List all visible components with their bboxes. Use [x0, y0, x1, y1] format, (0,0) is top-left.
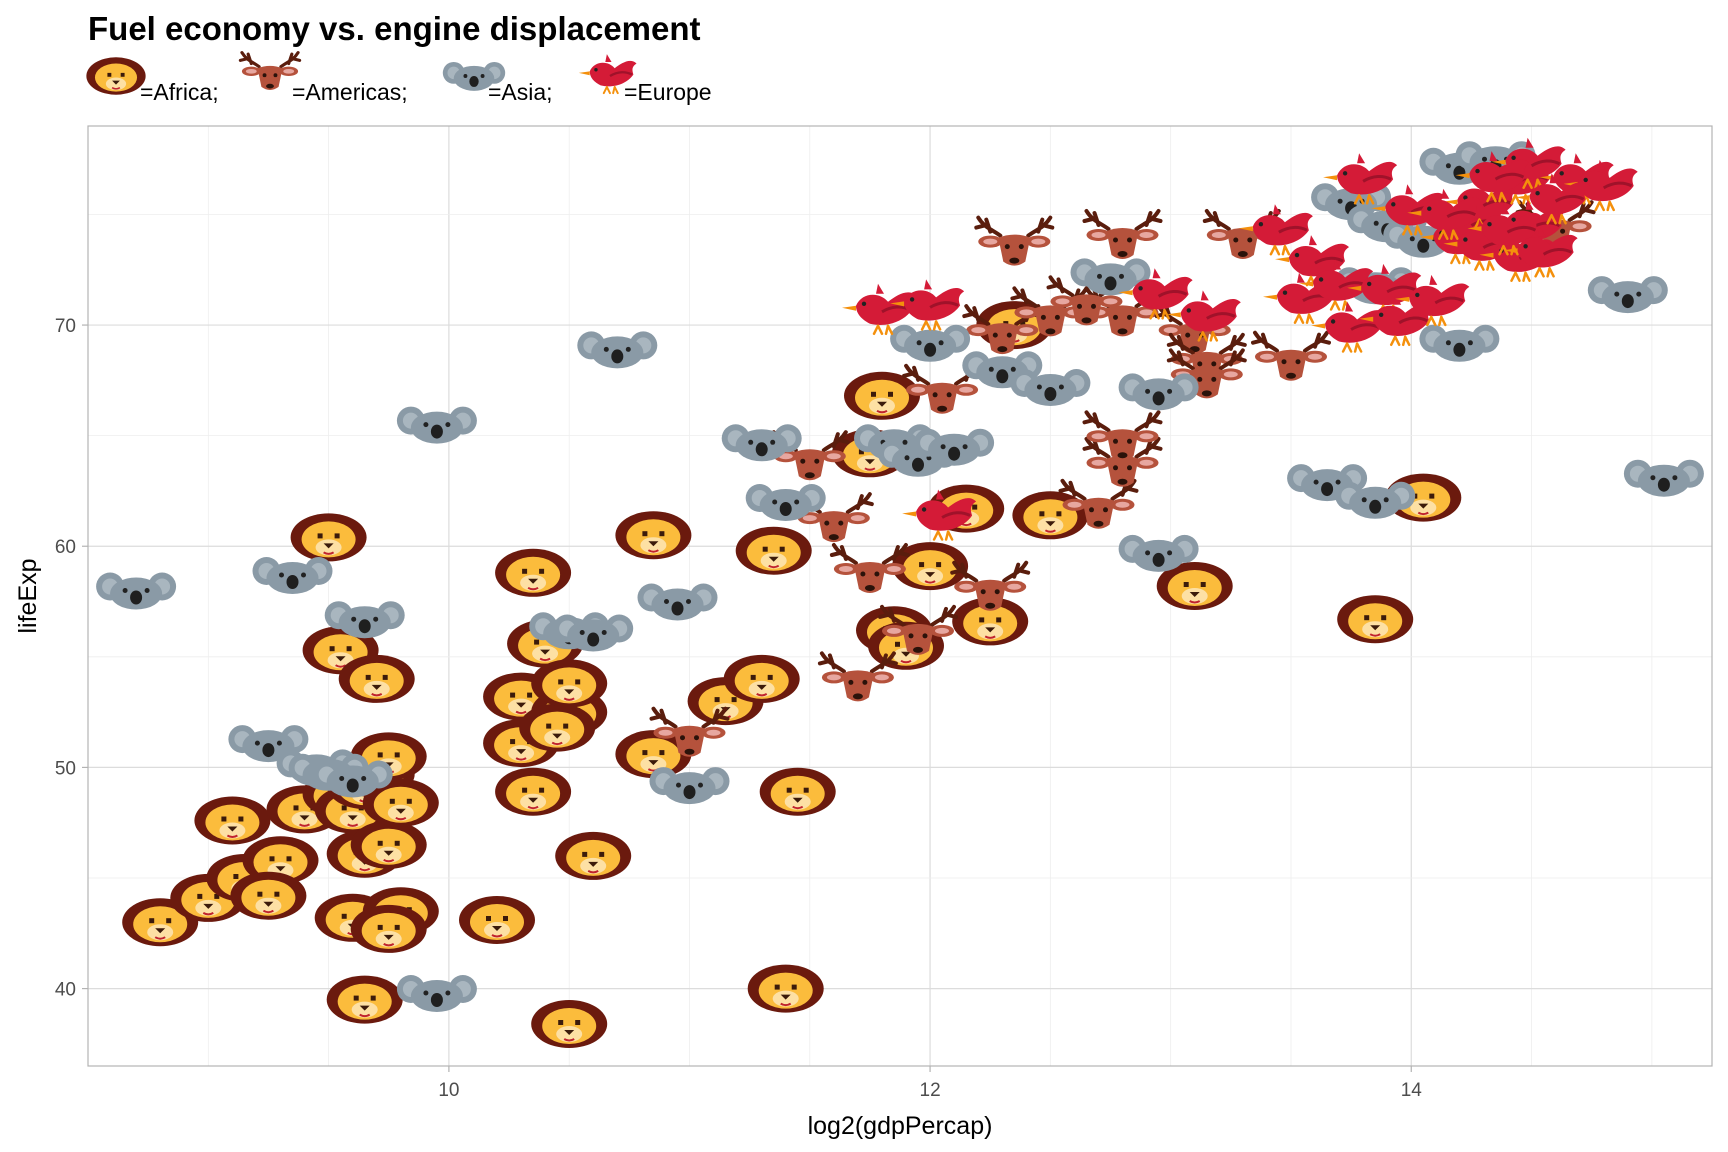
lion-icon — [85, 56, 147, 96]
y-tick-label: 70 — [55, 316, 76, 337]
data-point-koala — [1623, 459, 1704, 497]
x-tick-label: 14 — [1401, 1080, 1423, 1101]
data-point-lion — [1011, 490, 1090, 541]
legend-label: =Africa; — [140, 79, 219, 105]
data-point-koala — [577, 331, 658, 369]
data-point-deer — [829, 543, 910, 595]
x-axis: 10 12 14 — [438, 1066, 1422, 1101]
legend-label: =Europe — [624, 79, 712, 105]
data-point-lion — [337, 653, 416, 704]
data-point-koala — [637, 583, 718, 621]
data-point-deer — [1082, 410, 1163, 463]
data-point-deer — [974, 215, 1055, 268]
data-point-deer — [1082, 209, 1163, 261]
data-point-koala — [1118, 373, 1199, 411]
data-point-lion — [530, 658, 609, 709]
data-point-koala — [1419, 324, 1500, 362]
x-tick-label: 10 — [438, 1080, 459, 1101]
data-point-deer — [950, 560, 1031, 613]
data-point-lion — [843, 370, 921, 421]
data-point-lion — [193, 795, 272, 846]
data-point-lion — [494, 547, 573, 598]
data-point-lion — [494, 766, 573, 817]
y-tick-label: 50 — [55, 758, 76, 779]
data-point-koala — [1010, 369, 1091, 406]
legend: =Africa; =Americas; =Asia; =Europe — [85, 51, 712, 105]
data-point-koala — [1587, 276, 1668, 314]
legend-label: =Americas; — [292, 79, 408, 105]
data-point-lion — [746, 963, 825, 1014]
data-point-deer — [817, 651, 898, 704]
data-point-lion — [614, 510, 693, 561]
data-point-lion — [758, 766, 837, 817]
y-tick-label: 60 — [55, 537, 76, 558]
y-axis-title: lifeExp — [14, 558, 42, 633]
legend-item-africa: =Africa; — [85, 56, 219, 105]
data-point-koala — [396, 975, 477, 1012]
data-points — [96, 136, 1704, 1049]
data-point-lion — [518, 702, 597, 753]
data-point-koala — [252, 557, 333, 594]
deer-icon — [238, 51, 302, 92]
data-point-koala — [396, 406, 477, 444]
data-point-lion — [734, 525, 813, 576]
data-point-lion — [722, 653, 801, 704]
data-point-lion — [1336, 594, 1415, 645]
data-point-lion — [530, 999, 609, 1049]
data-point-koala — [96, 572, 177, 610]
legend-item-europe: =Europe — [577, 52, 712, 105]
legend-item-asia: =Asia; — [442, 61, 553, 105]
data-point-lion — [554, 830, 633, 881]
x-axis-title: log2(gdpPercap) — [808, 1112, 993, 1140]
data-point-koala — [649, 767, 730, 805]
data-point-bird — [888, 277, 966, 331]
data-point-lion — [458, 895, 536, 945]
data-point-lion — [325, 974, 404, 1025]
data-point-bird — [1309, 300, 1387, 353]
chart-title: Fuel economy vs. engine displacement — [88, 10, 701, 47]
data-point-lion — [229, 870, 308, 921]
series-0 — [121, 300, 1463, 1049]
data-point-lion — [349, 903, 428, 954]
y-axis: 40 50 60 70 — [55, 316, 88, 1001]
data-point-lion — [289, 512, 368, 563]
x-tick-label: 12 — [920, 1080, 941, 1101]
plot-panel — [87, 125, 1713, 1067]
y-tick-label: 40 — [55, 980, 76, 1001]
data-point-lion — [349, 819, 428, 870]
legend-item-americas: =Americas; — [238, 51, 408, 105]
legend-label: =Asia; — [488, 79, 553, 105]
